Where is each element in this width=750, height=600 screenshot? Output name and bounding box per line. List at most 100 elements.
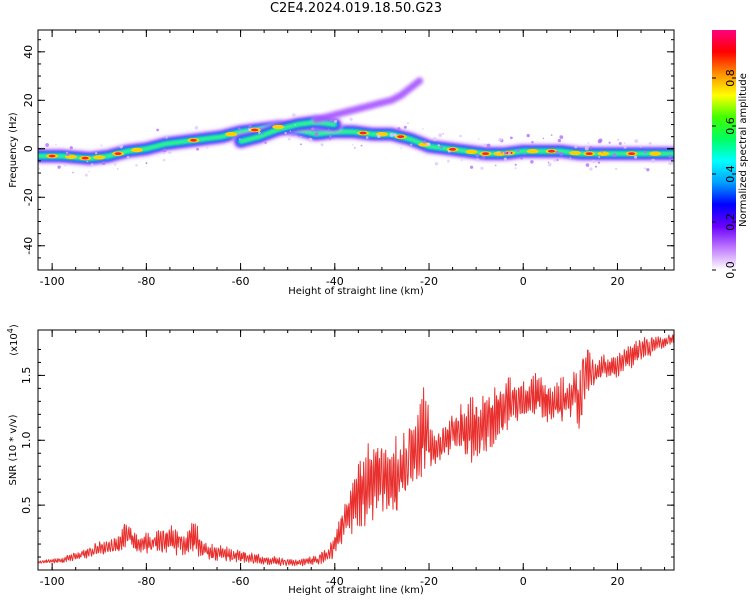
spectral-speckle: [432, 137, 437, 141]
snr-x-ticks: -100 -80 -60 -40 -20 0 20: [40, 330, 666, 588]
spectral-speckle: [486, 143, 491, 148]
spectral-speckle: [555, 150, 559, 155]
colorbar: 0.0 0.2 0.4 0.6 0.8 Normalized spectral ampl…: [712, 30, 749, 279]
x-tick-label: -60: [232, 275, 250, 288]
spectral-speckle: [526, 133, 530, 138]
x-tick-label: 20: [610, 275, 624, 288]
spectral-speckle: [542, 137, 545, 140]
spectral-speckle: [300, 143, 302, 146]
spectral-speckle: [400, 147, 403, 150]
spectral-speckle: [389, 132, 394, 137]
spectral-speckle: [194, 126, 199, 130]
spectral-speckle: [553, 158, 557, 162]
y-tick-label: 20: [22, 93, 35, 107]
spectral-speckle: [264, 141, 267, 144]
spectral-speckle: [114, 163, 117, 166]
spectral-peak: [272, 124, 285, 130]
spectral-speckle: [646, 168, 650, 172]
spectral-peak-core: [251, 128, 259, 132]
spectral-speckle: [156, 128, 160, 132]
spectral-speckle: [623, 145, 627, 149]
spectral-speckle: [289, 130, 292, 133]
spectral-speckle: [639, 146, 642, 148]
x-tick-label: 20: [610, 575, 624, 588]
y-tick-label: 40: [22, 45, 35, 59]
spectral-peak-core: [189, 138, 197, 142]
spectral-speckle: [476, 158, 480, 162]
snr-scale-exponent: 4: [6, 328, 15, 333]
spectral-speckle: [507, 151, 511, 155]
spectral-speckle: [162, 158, 166, 162]
spectral-speckle: [45, 143, 49, 147]
snr-series-line: [38, 334, 674, 567]
spectral-peak: [597, 151, 610, 156]
snr-scale-note: (x104): [6, 324, 20, 356]
spectral-speckle: [308, 137, 313, 142]
y-tick-label: 1.0: [20, 432, 33, 450]
spectral-speckle: [594, 165, 598, 168]
spectral-speckle: [349, 117, 353, 121]
spectral-speckle: [165, 135, 168, 138]
colorbar-ticks: 0.0 0.2 0.4 0.6 0.8: [712, 69, 737, 279]
colorbar-tick-label: 0.8: [724, 69, 737, 87]
spectral-peak-core: [585, 152, 593, 156]
spectral-speckle: [668, 154, 672, 158]
spectral-speckle: [100, 144, 103, 147]
spectral-speckle: [310, 127, 315, 132]
spectral-speckle: [403, 125, 407, 129]
spectral-peak-core: [482, 152, 490, 156]
snr-y-ticks: 0.5 1.0 1.5: [20, 348, 674, 558]
snr-frame: [37, 329, 675, 571]
spectral-speckle: [57, 165, 61, 169]
x-tick-label: 0: [520, 575, 527, 588]
spectral-speckle: [72, 171, 74, 174]
spectral-speckle: [196, 147, 200, 151]
snr-y-label: SNR (10 * v/v): [8, 414, 19, 485]
spectral-peak: [649, 151, 662, 156]
x-tick-label: -100: [40, 275, 65, 288]
spectral-speckle: [477, 138, 480, 141]
colorbar-gradient: [712, 30, 736, 270]
spectral-speckle: [248, 124, 252, 128]
spectral-speckle: [480, 166, 484, 170]
spectral-speckle: [69, 146, 73, 150]
spectral-speckle: [365, 136, 369, 139]
spectral-speckle: [406, 122, 409, 125]
spectral-speckle: [643, 167, 646, 169]
spectrogram-x-label: Height of straight line (km): [288, 286, 424, 297]
spectral-speckle: [320, 143, 324, 147]
spectral-speckle: [437, 144, 440, 147]
spectral-speckle: [248, 128, 251, 132]
spectral-speckle: [292, 113, 296, 117]
spectral-speckle: [623, 142, 626, 144]
colorbar-tick-label: 0.2: [724, 213, 737, 231]
spectral-speckle: [475, 154, 479, 158]
spectral-speckle: [422, 140, 427, 144]
spectral-speckle: [590, 146, 593, 149]
spectral-speckle: [598, 156, 601, 159]
spectral-speckle: [258, 131, 261, 134]
spectral-speckle: [434, 162, 439, 166]
spectral-speckle: [135, 163, 138, 167]
snr-x-label: Height of straight line (km): [288, 585, 424, 596]
x-tick-label: -40: [326, 275, 344, 288]
spectral-speckle: [523, 152, 526, 155]
spectral-speckle: [601, 150, 604, 153]
spectral-speckle: [165, 136, 168, 139]
spectral-speckle: [447, 149, 451, 153]
spectral-speckle: [668, 162, 672, 166]
spectral-peak: [465, 149, 478, 155]
spectral-speckle: [614, 167, 618, 170]
spectral-peak-core: [628, 152, 636, 156]
y-tick-label: -20: [22, 188, 35, 206]
spectral-speckle: [574, 145, 578, 149]
spectral-speckle: [119, 144, 124, 149]
spectral-peak-core: [397, 135, 405, 139]
spectral-speckle: [162, 151, 166, 155]
spectral-peak: [225, 132, 238, 137]
spectral-speckle: [294, 124, 296, 126]
spectral-speckle: [481, 155, 485, 159]
spectral-speckle: [112, 154, 114, 156]
spectral-speckle: [438, 133, 443, 138]
